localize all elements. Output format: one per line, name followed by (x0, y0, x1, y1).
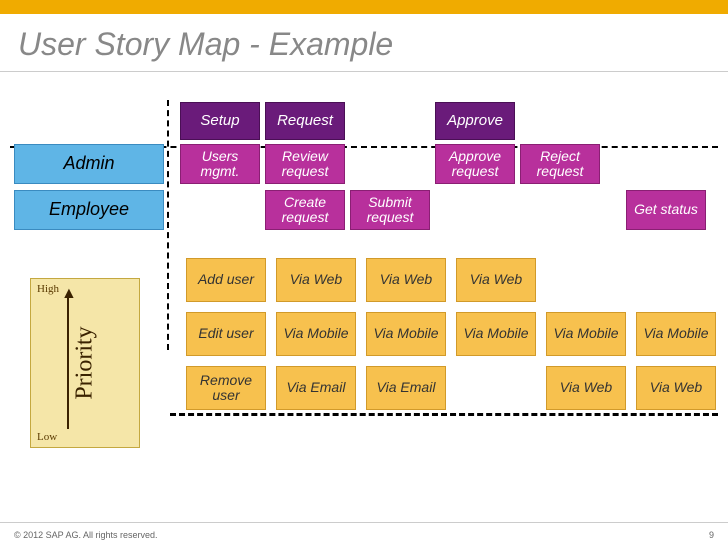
story-card: Via Web (366, 258, 446, 302)
story-card: Via Mobile (366, 312, 446, 356)
activity-approve: Approve (435, 102, 515, 140)
accent-bar (0, 0, 728, 14)
story-card: Via Email (366, 366, 446, 410)
task-review-request: Review request (265, 144, 345, 184)
activity-request: Request (265, 102, 345, 140)
task-reject-request: Reject request (520, 144, 600, 184)
priority-sticky: High ▲ Priority Low (30, 278, 140, 448)
story-card: Remove user (186, 366, 266, 410)
story-card: Edit user (186, 312, 266, 356)
footer: © 2012 SAP AG. All rights reserved. 9 (0, 522, 728, 546)
activity-setup: Setup (180, 102, 260, 140)
priority-low-label: Low (37, 431, 57, 443)
story-card: Add user (186, 258, 266, 302)
story-card: Via Web (456, 258, 536, 302)
story-card: Via Email (276, 366, 356, 410)
story-card: Via Mobile (636, 312, 716, 356)
employee-row: Employee Create request Submit request G… (10, 190, 718, 242)
story-card: Via Web (546, 366, 626, 410)
admin-row: Admin Users mgmt. Review request Approve… (10, 144, 718, 190)
story-card: Via Mobile (456, 312, 536, 356)
swimlane-admin: Admin (14, 144, 164, 184)
swimlane-employee: Employee (14, 190, 164, 230)
task-create-request: Create request (265, 190, 345, 230)
story-card: Via Mobile (546, 312, 626, 356)
activities-row: Setup Request Approve (10, 102, 718, 144)
task-get-status: Get status (626, 190, 706, 230)
priority-word: Priority (72, 326, 99, 399)
priority-axis-line (67, 297, 69, 429)
priority-high-label: High (37, 283, 59, 295)
story-card: Via Web (636, 366, 716, 410)
task-approve-request: Approve request (435, 144, 515, 184)
page-number: 9 (709, 530, 714, 540)
page-title: User Story Map - Example (0, 14, 728, 72)
story-card: Via Web (276, 258, 356, 302)
story-card: Via Mobile (276, 312, 356, 356)
copyright-text: © 2012 SAP AG. All rights reserved. (14, 530, 158, 540)
release-divider (170, 413, 718, 416)
task-submit-request: Submit request (350, 190, 430, 230)
task-users-mgmt: Users mgmt. (180, 144, 260, 184)
